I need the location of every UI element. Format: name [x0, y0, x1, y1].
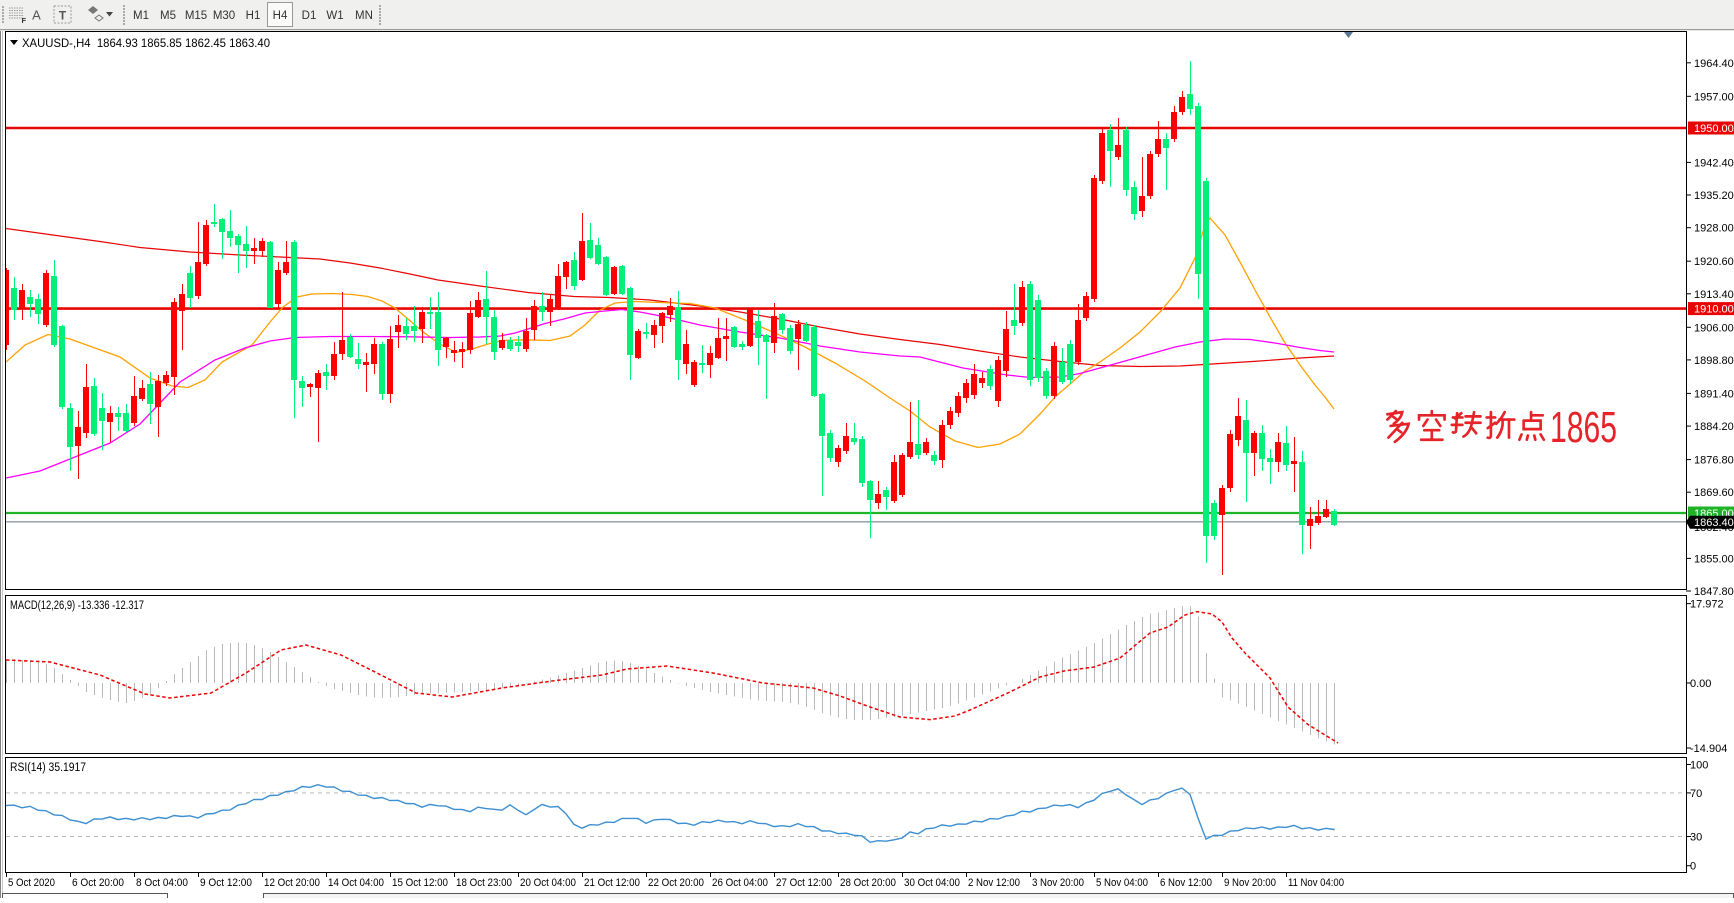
svg-text:1865: 1865 — [1550, 403, 1617, 452]
svg-text:1920.60: 1920.60 — [1694, 256, 1734, 268]
svg-text:30: 30 — [1690, 832, 1702, 844]
svg-text:12 Oct 20:00: 12 Oct 20:00 — [264, 877, 320, 889]
svg-text:T: T — [59, 9, 67, 23]
svg-text:22 Oct 20:00: 22 Oct 20:00 — [648, 877, 704, 889]
svg-text:28 Oct 20:00: 28 Oct 20:00 — [840, 877, 896, 889]
svg-text:H4: H4 — [273, 10, 288, 22]
svg-text:1869.60: 1869.60 — [1694, 487, 1734, 499]
svg-text:M30: M30 — [213, 10, 235, 22]
svg-text:1935.20: 1935.20 — [1694, 190, 1734, 202]
svg-text:RSI(14) 35.1917: RSI(14) 35.1917 — [10, 762, 86, 774]
svg-text:0.00: 0.00 — [1690, 678, 1711, 690]
svg-text:1898.80: 1898.80 — [1694, 355, 1734, 367]
svg-text:M15: M15 — [185, 10, 207, 22]
svg-text:1950.00: 1950.00 — [1694, 123, 1734, 135]
svg-text:M1: M1 — [133, 10, 149, 22]
svg-text:21 Oct 12:00: 21 Oct 12:00 — [584, 877, 640, 889]
svg-text:26 Oct 04:00: 26 Oct 04:00 — [712, 877, 768, 889]
svg-text:1891.40: 1891.40 — [1694, 388, 1734, 400]
svg-text:1957.00: 1957.00 — [1694, 91, 1734, 103]
svg-text:27 Oct 12:00: 27 Oct 12:00 — [776, 877, 832, 889]
svg-text:-14.904: -14.904 — [1690, 743, 1727, 755]
svg-text:6 Oct 20:00: 6 Oct 20:00 — [72, 877, 124, 889]
svg-text:1942.40: 1942.40 — [1694, 157, 1734, 169]
svg-text:70: 70 — [1690, 788, 1702, 800]
svg-text:18 Oct 23:00: 18 Oct 23:00 — [456, 877, 512, 889]
svg-text:5 Oct 2020: 5 Oct 2020 — [8, 877, 55, 889]
svg-text:5 Nov 04:00: 5 Nov 04:00 — [1096, 877, 1148, 889]
svg-text:W1: W1 — [326, 10, 343, 22]
svg-text:9 Nov 20:00: 9 Nov 20:00 — [1224, 877, 1276, 889]
svg-text:3 Nov 20:00: 3 Nov 20:00 — [1032, 877, 1084, 889]
svg-text:1964.40: 1964.40 — [1694, 58, 1734, 70]
svg-text:1910.00: 1910.00 — [1694, 304, 1734, 316]
svg-text:H1: H1 — [246, 10, 261, 22]
svg-text:9 Oct 12:00: 9 Oct 12:00 — [200, 877, 252, 889]
svg-text:A: A — [32, 8, 41, 23]
svg-text:17.972: 17.972 — [1690, 599, 1724, 611]
svg-text:30 Oct 04:00: 30 Oct 04:00 — [904, 877, 960, 889]
svg-text:D1: D1 — [302, 10, 317, 22]
svg-text:MN: MN — [355, 10, 373, 22]
svg-text:1928.00: 1928.00 — [1694, 223, 1734, 235]
svg-text:M5: M5 — [160, 10, 176, 22]
svg-text:1884.20: 1884.20 — [1694, 421, 1734, 433]
svg-text:0: 0 — [1690, 861, 1696, 873]
svg-text:XAUUSD-,H4 1864.93 1865.85 18: XAUUSD-,H4 1864.93 1865.85 1862.45 1863.… — [22, 36, 270, 50]
svg-text:100: 100 — [1690, 760, 1708, 772]
svg-text:MACD(12,26,9) -13.336 -12.317: MACD(12,26,9) -13.336 -12.317 — [10, 600, 144, 612]
svg-text:20 Oct 04:00: 20 Oct 04:00 — [520, 877, 576, 889]
svg-text:6 Nov 12:00: 6 Nov 12:00 — [1160, 877, 1212, 889]
svg-text:1855.00: 1855.00 — [1694, 553, 1734, 565]
svg-text:1906.00: 1906.00 — [1694, 322, 1734, 334]
svg-text:1913.40: 1913.40 — [1694, 289, 1734, 301]
svg-text:1863.40: 1863.40 — [1694, 517, 1734, 529]
svg-text:1847.80: 1847.80 — [1694, 586, 1734, 598]
svg-text:8 Oct 04:00: 8 Oct 04:00 — [136, 877, 188, 889]
svg-text:11 Nov 04:00: 11 Nov 04:00 — [1288, 877, 1344, 889]
svg-text:15 Oct 12:00: 15 Oct 12:00 — [392, 877, 448, 889]
svg-text:F: F — [22, 16, 27, 25]
svg-text:2 Nov 12:00: 2 Nov 12:00 — [968, 877, 1020, 889]
svg-text:1876.80: 1876.80 — [1694, 455, 1734, 467]
svg-text:14 Oct 04:00: 14 Oct 04:00 — [328, 877, 384, 889]
